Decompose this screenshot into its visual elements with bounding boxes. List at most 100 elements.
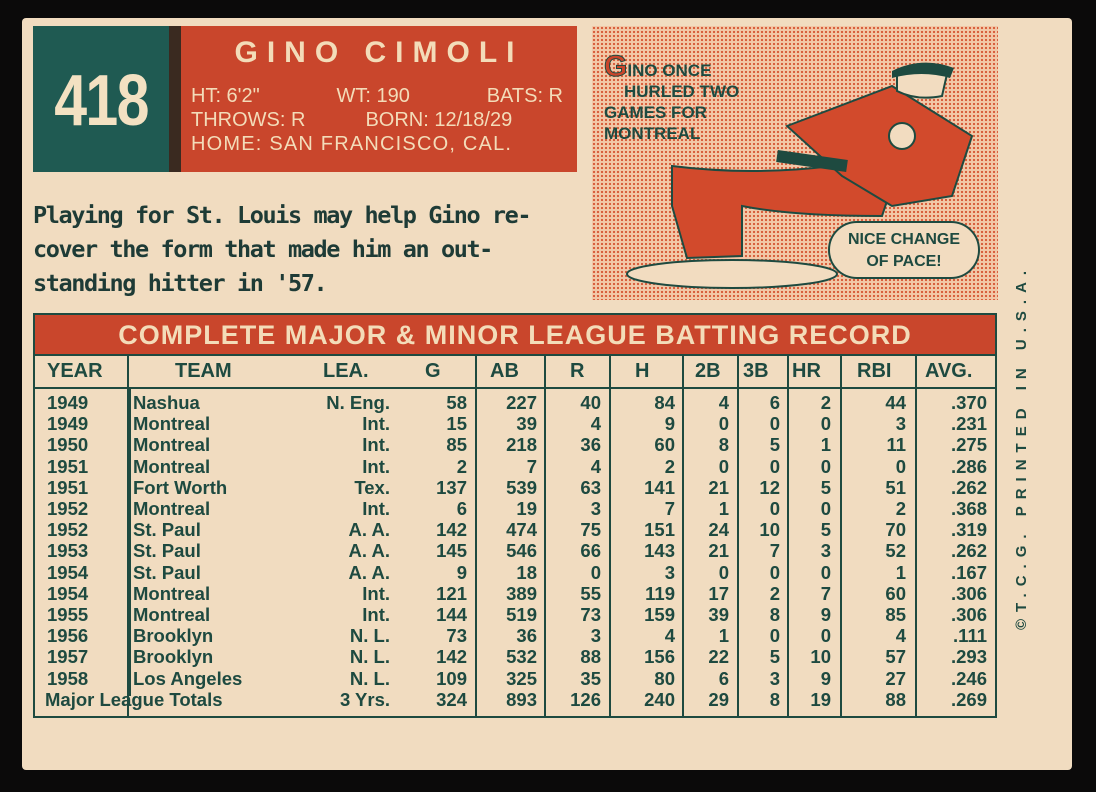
- cell-avg: .111: [953, 625, 987, 647]
- table-row: 1951 Montreal Int. 2 7 4 2 0 0 0 0 .286: [35, 456, 995, 477]
- cell-rbi: 70: [885, 519, 906, 541]
- home: HOME: SAN FRANCISCO, CAL.: [191, 133, 513, 155]
- table-row: 1954 St. Paul A. A. 9 18 0 3 0 0 0 1 .167: [35, 562, 995, 583]
- cell-lea: N. L.: [349, 625, 390, 647]
- cell-2b: 6: [718, 667, 729, 689]
- player-info-box: GINO CIMOLI HT: 6'2" WT: 190 BATS: R THR…: [181, 26, 577, 172]
- cell-team: Montreal: [133, 455, 211, 477]
- cell-3b: 10: [759, 519, 780, 541]
- cell-h: 143: [644, 540, 675, 562]
- table-row: 1955 Montreal Int. 144 519 73 159 39 8 9 85 .306: [35, 604, 995, 625]
- cell-g: 58: [446, 392, 467, 413]
- cell-rbi: 44: [885, 392, 906, 413]
- cell-hr: 3: [820, 540, 831, 562]
- cell-h: 240: [644, 688, 675, 710]
- cell-avg: .262: [950, 540, 987, 562]
- cell-g: 142: [436, 519, 467, 541]
- cell-year: 1956: [47, 625, 89, 647]
- cell-g: 6: [456, 498, 467, 519]
- cell-year: 1952: [47, 519, 89, 541]
- divider-strip: [169, 26, 181, 172]
- cell-r: 36: [580, 434, 601, 456]
- cell-hr: 0: [820, 455, 831, 477]
- cell-g: 9: [456, 561, 467, 583]
- cell-rbi: 52: [885, 540, 906, 562]
- column-divider: [915, 356, 917, 716]
- cell-3b: 2: [769, 582, 780, 604]
- cell-3b: 0: [769, 455, 780, 477]
- cell-lea: N. Eng.: [326, 392, 390, 413]
- cell-rbi: 85: [885, 604, 906, 625]
- column-divider: [544, 356, 546, 716]
- cell-ab: 39: [516, 413, 537, 435]
- cell-team: St. Paul: [133, 519, 201, 541]
- cell-r: 0: [590, 561, 601, 583]
- column-header: YEAR: [47, 360, 103, 382]
- cell-ab: 227: [506, 392, 537, 413]
- cell-g: 142: [436, 646, 467, 668]
- column-divider: [129, 389, 131, 696]
- cell-hr: 19: [810, 688, 831, 710]
- totals-row: Major League Totals 3 Yrs. 324 893 126 240 29 8…: [35, 689, 995, 710]
- cell-g: 121: [436, 582, 467, 604]
- column-divider: [475, 356, 477, 716]
- cell-avg: .275: [950, 434, 987, 456]
- column-header: HR: [792, 360, 821, 382]
- cell-team: St. Paul: [133, 540, 201, 562]
- cell-hr: 0: [820, 413, 831, 435]
- cell-year: 1954: [47, 582, 89, 604]
- cell-team: Montreal: [133, 582, 211, 604]
- cell-avg: .293: [950, 646, 987, 668]
- speech-bubble: NICE CHANGE OF PACE!: [828, 221, 980, 279]
- cell-2b: 0: [718, 455, 729, 477]
- column-header: R: [570, 360, 585, 382]
- cell-year: 1950: [47, 434, 89, 456]
- column-divider: [609, 356, 611, 716]
- cell-3b: 12: [759, 476, 780, 498]
- cell-r: 73: [580, 604, 601, 625]
- cell-rbi: 0: [895, 455, 906, 477]
- cell-avg: .368: [950, 498, 987, 519]
- cell-r: 35: [580, 667, 601, 689]
- cell-ab: 19: [516, 498, 537, 519]
- cell-avg: .286: [950, 455, 987, 477]
- cell-ab: 218: [506, 434, 537, 456]
- cell-hr: 5: [820, 519, 831, 541]
- caption-initial: G: [603, 50, 628, 83]
- table-row: 1958 Los Angeles N. L. 109 325 35 80 6 3 9 27 .246: [35, 668, 995, 689]
- bio-line: standing hitter in '57.: [33, 269, 328, 297]
- caption-line: INO ONCE: [627, 61, 712, 80]
- cell-g: 15: [446, 413, 467, 435]
- cell-3b: 8: [769, 688, 780, 710]
- table-row: 1952 Montreal Int. 6 19 3 7 1 0 0 2 .368: [35, 498, 995, 519]
- cell-2b: 8: [718, 434, 729, 456]
- cell-lea: N. L.: [349, 646, 390, 668]
- cell-lea: A. A.: [348, 540, 390, 562]
- player-name: GINO CIMOLI: [234, 36, 524, 69]
- cartoon-caption: GINO ONCE HURLED TWO GAMES FOR MONTREAL: [603, 51, 739, 144]
- cell-2b: 0: [718, 561, 729, 583]
- cell-ab: 539: [506, 476, 537, 498]
- cell-lea: Int.: [362, 582, 390, 604]
- height: HT: 6'2": [191, 85, 260, 107]
- cell-ab: 519: [506, 604, 537, 625]
- cell-hr: 5: [820, 476, 831, 498]
- cell-hr: 9: [820, 667, 831, 689]
- vitals-line-3: HOME: SAN FRANCISCO, CAL.: [191, 132, 563, 156]
- cell-h: 2: [664, 455, 675, 477]
- cell-hr: 0: [820, 498, 831, 519]
- cell-r: 88: [580, 646, 601, 668]
- cell-year: 1949: [47, 392, 89, 413]
- cell-lea: Int.: [362, 413, 390, 435]
- cell-year: 1957: [47, 646, 89, 668]
- cell-ab: 36: [516, 625, 537, 647]
- cell-lea: Int.: [362, 434, 390, 456]
- cell-2b: 17: [708, 582, 729, 604]
- card-number: 418: [54, 61, 149, 141]
- cell-avg: .167: [950, 561, 987, 583]
- cell-g: 85: [446, 434, 467, 456]
- card-number-box: 418: [33, 26, 169, 172]
- table-row: 1952 St. Paul A. A. 142 474 75 151 24 10 5 70 .319: [35, 519, 995, 540]
- cell-year: 1958: [47, 667, 89, 689]
- cell-g: 2: [456, 455, 467, 477]
